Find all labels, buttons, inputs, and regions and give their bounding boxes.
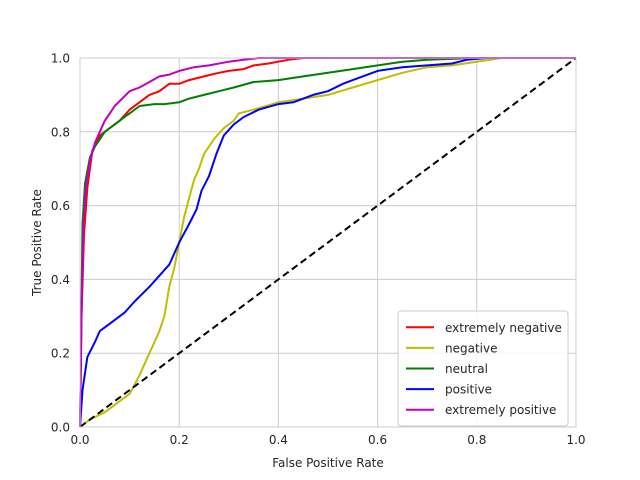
y-tick-label: 0.4 xyxy=(51,273,70,287)
x-tick-label: 0.0 xyxy=(70,433,89,447)
legend-box xyxy=(397,310,569,427)
series-line-negative xyxy=(79,57,576,428)
y-axis-label: True Positive Rate xyxy=(30,189,44,297)
y-tick-label: 0.0 xyxy=(51,421,70,435)
y-tick-label: 0.6 xyxy=(51,199,70,213)
y-tick-label: 0.2 xyxy=(51,347,70,361)
x-tick-label: 0.2 xyxy=(170,433,189,447)
y-tick-label: 0.8 xyxy=(51,125,70,139)
series-line-neutral xyxy=(79,57,576,428)
y-axis-ticks: 0.0 0.2 0.4 0.6 0.8 1.0 xyxy=(51,52,70,435)
legend-label-extremely-positive: extremely positive xyxy=(445,403,556,417)
x-axis-label: False Positive Rate xyxy=(272,456,384,470)
legend-label-negative: negative xyxy=(445,341,497,355)
x-tick-label: 0.4 xyxy=(269,433,288,447)
y-tick-label: 1.0 xyxy=(51,52,70,66)
series-lines xyxy=(79,57,577,428)
legend-label-neutral: neutral xyxy=(445,362,488,376)
series-line-extremely-positive xyxy=(79,57,576,428)
x-tick-label: 0.8 xyxy=(467,433,486,447)
series-line-positive xyxy=(79,57,576,428)
x-tick-label: 1.0 xyxy=(566,433,585,447)
plot-frame xyxy=(79,57,577,428)
legend: extremely negative negative neutral positiv… xyxy=(397,310,569,427)
x-tick-label: 0.6 xyxy=(368,433,387,447)
series-line-diagonal xyxy=(79,57,577,428)
legend-label-extremely-negative: extremely negative xyxy=(445,321,562,335)
legend-label-positive: positive xyxy=(445,383,492,397)
x-axis-ticks: 0.0 0.2 0.4 0.6 0.8 1.0 xyxy=(70,433,585,447)
